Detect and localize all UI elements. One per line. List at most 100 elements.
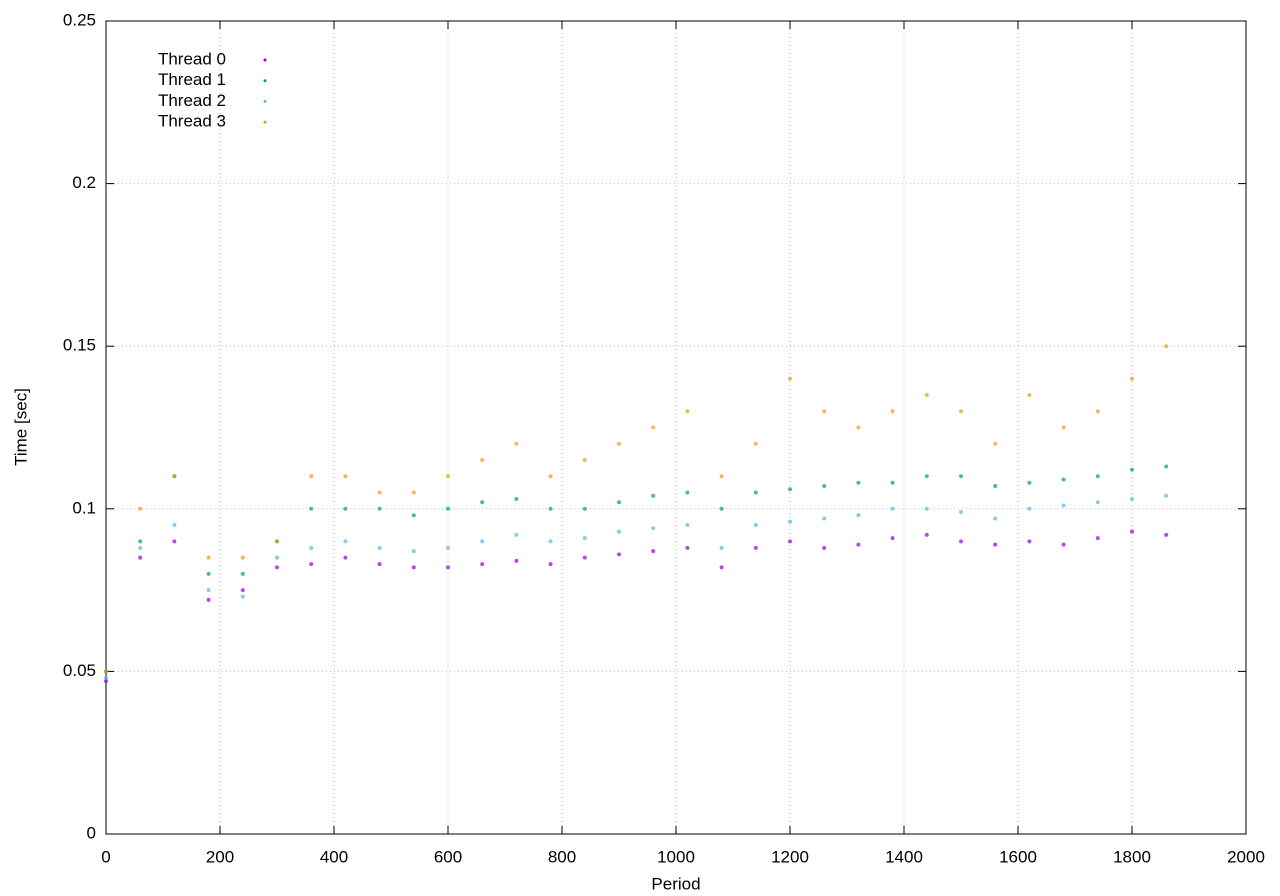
data-point (1130, 529, 1134, 534)
data-point (1027, 539, 1032, 544)
data-point (446, 565, 450, 570)
data-point (1130, 497, 1134, 502)
data-point (309, 562, 314, 567)
data-point (240, 571, 245, 576)
data-point (1095, 474, 1100, 479)
data-point (1130, 467, 1134, 472)
data-point (1061, 503, 1066, 508)
data-point (753, 523, 758, 528)
data-point (1061, 542, 1066, 547)
data-point (924, 392, 929, 397)
data-point (959, 474, 963, 479)
data-point (993, 516, 998, 521)
data-point (343, 555, 348, 560)
data-point (514, 532, 519, 537)
data-point (480, 562, 485, 567)
data-point (1164, 344, 1169, 349)
data-point (753, 490, 758, 495)
data-point (309, 545, 314, 550)
data-point (1130, 376, 1134, 381)
data-point (411, 513, 416, 518)
data-point (822, 516, 827, 521)
x-tick-label: 200 (206, 847, 234, 866)
x-tick-label: 1000 (657, 847, 695, 866)
data-point (480, 539, 485, 544)
data-point (685, 490, 690, 495)
y-tick-label: 0.2 (72, 173, 96, 192)
data-point (377, 490, 382, 495)
x-tick-label: 600 (434, 847, 462, 866)
data-point (411, 565, 416, 570)
x-tick-label: 1600 (999, 847, 1037, 866)
data-point (446, 545, 450, 550)
data-point (617, 529, 621, 534)
plot-frame (105, 20, 1247, 835)
data-point (138, 545, 143, 550)
data-point (343, 539, 348, 544)
data-point (788, 487, 792, 492)
y-tick-label: 0.1 (72, 498, 96, 517)
data-point (240, 555, 245, 560)
data-point (582, 506, 587, 511)
legend-label: Thread 2 (158, 91, 226, 110)
data-point (959, 539, 963, 544)
data-point (1061, 477, 1066, 482)
data-point (138, 539, 143, 544)
data-point (240, 588, 245, 593)
data-point (788, 519, 792, 524)
data-point (206, 555, 211, 560)
data-point (890, 536, 895, 541)
x-tick-label: 1800 (1113, 847, 1151, 866)
data-point (1027, 480, 1032, 485)
data-point (1164, 532, 1169, 537)
legend-marker (263, 120, 267, 124)
data-point (856, 513, 861, 518)
data-point (377, 545, 382, 550)
x-axis-label: Period (651, 874, 700, 893)
data-point (856, 425, 861, 430)
data-point (651, 425, 656, 430)
data-point (548, 539, 553, 544)
data-point (1095, 409, 1100, 414)
data-point (309, 506, 314, 511)
data-point (719, 506, 724, 511)
data-point (1095, 500, 1100, 505)
data-point (411, 490, 416, 495)
data-point (582, 458, 587, 463)
data-point (343, 474, 348, 479)
legend-label: Thread 1 (158, 70, 226, 89)
data-point (1027, 392, 1032, 397)
data-point (1164, 464, 1169, 469)
data-point (822, 484, 827, 489)
data-point (788, 539, 792, 544)
data-point (206, 571, 211, 576)
y-tick-label: 0.25 (63, 10, 96, 29)
data-point (377, 562, 382, 567)
y-axis-label: Time [sec] (11, 388, 30, 466)
data-point (172, 474, 177, 479)
x-tick-label: 400 (320, 847, 348, 866)
data-point (275, 555, 279, 560)
data-point (480, 458, 485, 463)
y-tick-label: 0 (87, 823, 96, 842)
data-point (104, 679, 108, 684)
data-point (480, 500, 485, 505)
data-point (685, 409, 690, 414)
data-point (856, 480, 861, 485)
data-point (685, 523, 690, 528)
data-point (206, 588, 211, 593)
data-point (788, 376, 792, 381)
data-point (685, 545, 690, 550)
data-point (719, 474, 724, 479)
data-point (1095, 536, 1100, 541)
data-point (993, 484, 998, 489)
data-point (309, 474, 314, 479)
data-point (514, 497, 519, 502)
data-point (377, 506, 382, 511)
data-point (617, 441, 621, 446)
data-point (104, 675, 108, 680)
data-point (582, 555, 587, 560)
data-point (1164, 493, 1169, 498)
data-point (993, 441, 998, 446)
data-point (719, 565, 724, 570)
